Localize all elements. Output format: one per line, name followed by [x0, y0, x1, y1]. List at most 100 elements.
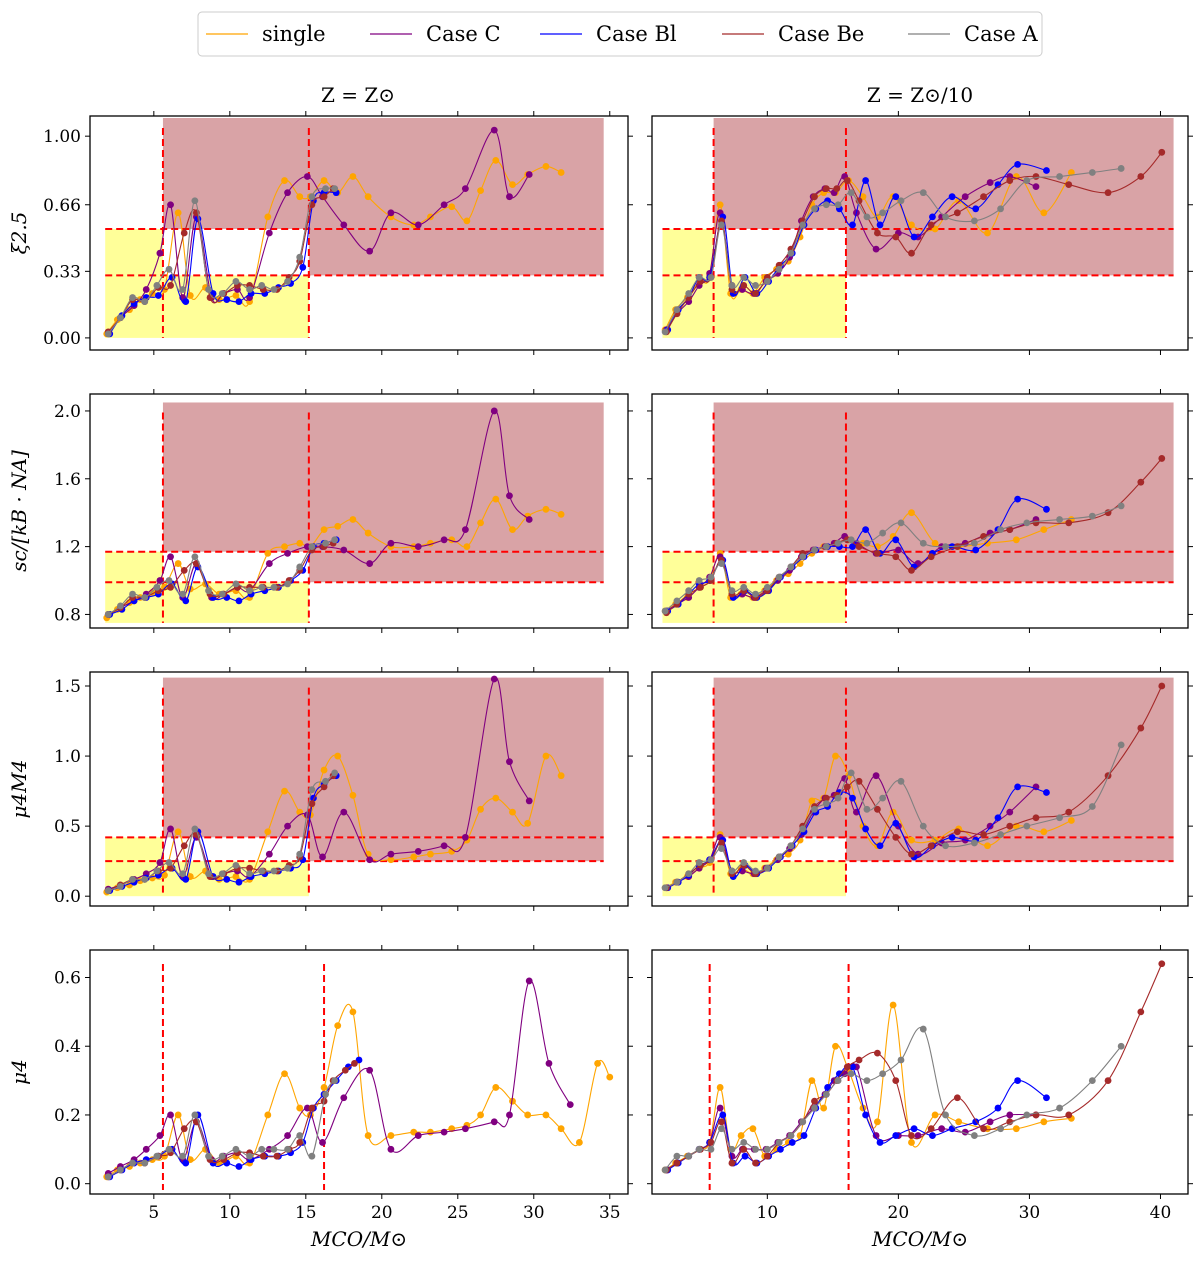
data-point: [334, 1022, 342, 1030]
data-point: [919, 189, 927, 197]
data-point: [235, 298, 243, 305]
data-point: [1014, 161, 1022, 168]
data-point: [308, 1104, 316, 1112]
data-point: [320, 1084, 328, 1091]
data-point: [492, 156, 500, 164]
data-point: [948, 1125, 956, 1133]
data-point: [179, 286, 187, 293]
data-point: [811, 205, 818, 213]
data-point: [876, 221, 884, 229]
data-point: [308, 800, 316, 808]
data-point: [223, 875, 231, 883]
series-line: [664, 167, 1122, 333]
data-point: [1104, 1077, 1112, 1084]
data-point: [862, 825, 870, 833]
data-point: [775, 573, 783, 581]
data-point: [1104, 509, 1112, 517]
data-point: [919, 822, 927, 830]
data-point: [129, 1159, 136, 1167]
legend-label: Case C: [426, 22, 501, 46]
data-point: [685, 1152, 693, 1160]
data-point: [308, 543, 316, 551]
data-point: [986, 1118, 994, 1126]
data-point: [566, 1101, 574, 1109]
data-point: [1117, 165, 1125, 172]
data-point: [1032, 173, 1040, 180]
data-point: [1117, 741, 1125, 749]
data-point: [264, 549, 272, 557]
data-point: [811, 805, 818, 813]
data-point: [1158, 682, 1166, 690]
data-point: [1067, 169, 1075, 176]
data-point: [970, 217, 978, 225]
data-point: [799, 553, 807, 561]
axes-frame: [89, 115, 629, 351]
data-point: [258, 1145, 266, 1153]
data-point: [148, 874, 156, 882]
data-point: [141, 875, 149, 883]
data-point: [557, 510, 565, 518]
high-region: [845, 837, 1174, 862]
data-point: [351, 1060, 358, 1067]
data-point: [892, 1077, 900, 1084]
data-point: [897, 1056, 905, 1064]
data-point: [174, 560, 182, 567]
data-point: [1088, 512, 1096, 520]
data-point: [246, 870, 253, 878]
data-point: [847, 536, 855, 544]
data-point: [322, 777, 329, 785]
data-point: [284, 549, 291, 557]
data-point: [232, 278, 240, 285]
data-point: [427, 1128, 434, 1136]
data-point: [104, 611, 112, 618]
data-point: [349, 791, 357, 799]
data-point: [284, 864, 291, 872]
data-point: [822, 800, 830, 808]
data-point: [832, 1042, 839, 1050]
data-point: [849, 543, 856, 551]
data-point: [980, 831, 987, 838]
data-point: [1104, 189, 1112, 197]
data-point: [822, 794, 830, 802]
data-point: [728, 1159, 736, 1167]
data-point: [117, 602, 124, 610]
data-point: [235, 597, 243, 605]
data-point: [265, 229, 273, 237]
data-point: [141, 1159, 149, 1167]
data-point: [855, 543, 863, 551]
data-point: [1056, 814, 1063, 822]
data-point: [1043, 167, 1050, 174]
data-point: [1117, 1042, 1125, 1050]
data-point: [180, 566, 188, 574]
data-point: [264, 213, 272, 221]
data-point: [972, 205, 980, 213]
data-point: [984, 539, 991, 547]
data-point: [942, 1111, 949, 1119]
data-point: [784, 850, 792, 858]
data-point: [542, 163, 550, 170]
data-point: [763, 583, 771, 591]
data-point: [191, 1111, 199, 1119]
data-point: [264, 1111, 272, 1119]
data-point: [1158, 148, 1166, 156]
data-point: [117, 1166, 124, 1174]
data-point: [843, 177, 851, 184]
x-tick-label: 35: [599, 1203, 621, 1223]
series-line: [664, 505, 1122, 612]
data-point: [800, 1132, 808, 1139]
data-point: [167, 864, 174, 872]
y-axis-label: ξ2.5: [7, 212, 31, 255]
data-point: [1014, 495, 1022, 503]
data-point: [716, 201, 724, 209]
data-point: [167, 282, 174, 289]
data-point: [506, 193, 513, 201]
data-point: [265, 850, 273, 858]
x-tick-label: 30: [1019, 1203, 1041, 1223]
data-point: [889, 1001, 897, 1009]
low-region: [105, 551, 163, 583]
data-point: [104, 887, 112, 894]
data-point: [509, 181, 516, 188]
data-point: [273, 1152, 281, 1160]
y-tick-label: 1.5: [54, 677, 81, 697]
